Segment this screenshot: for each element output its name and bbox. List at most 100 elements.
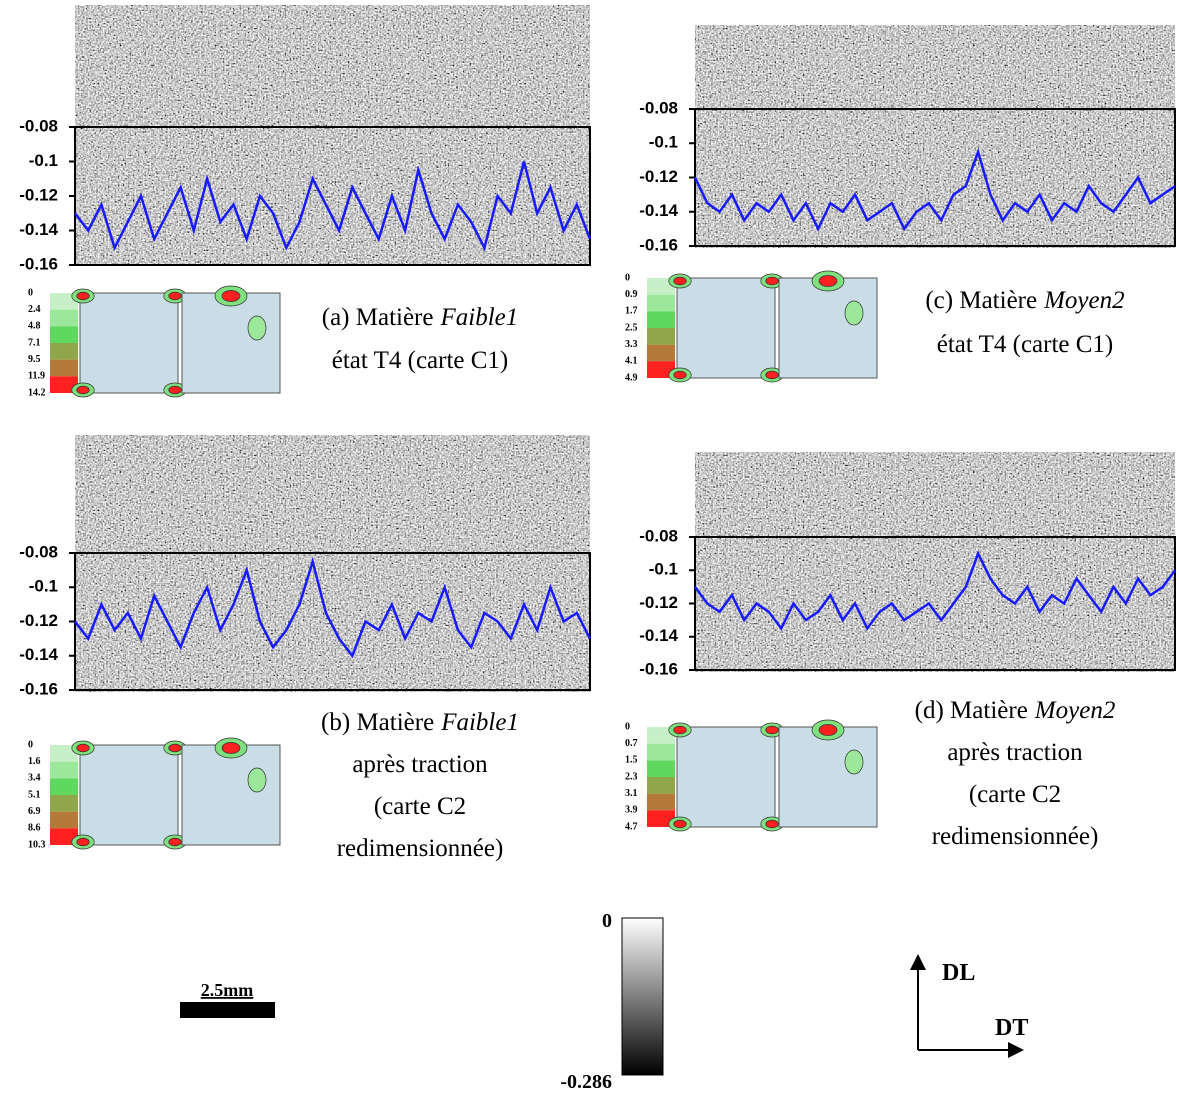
contour (765, 276, 779, 286)
legend-level: 0.9 (625, 289, 638, 300)
contour (673, 276, 687, 286)
colorbar (621, 917, 664, 1076)
legend-swatch (647, 810, 675, 827)
contour (818, 275, 838, 287)
legend-level: 8.6 (28, 823, 41, 834)
legend-swatch (50, 376, 78, 393)
legend-swatch (50, 811, 78, 829)
contour (247, 315, 267, 341)
legend-swatch (647, 361, 675, 378)
legend-level: 3.4 (28, 773, 41, 784)
legend-level: 4.7 (625, 821, 638, 832)
legend-level: 4.8 (28, 321, 41, 332)
colorbar-min: -0.286 (560, 1071, 612, 1093)
contour (765, 725, 779, 735)
legend-swatch (647, 311, 675, 328)
legend-swatch (50, 795, 78, 812)
legend-level: 14.2 (28, 387, 46, 398)
legend-swatch (50, 828, 78, 845)
legend-level: 2.5 (625, 322, 638, 333)
y-tick-label: -0.12 (639, 593, 678, 612)
legend-swatch (50, 293, 78, 310)
y-tick-label: -0.12 (639, 167, 678, 186)
legend-level: 9.5 (28, 354, 41, 365)
contour (765, 370, 779, 380)
pole-square (778, 277, 878, 379)
colorbar-max: 0 (602, 910, 612, 932)
legend-level: 2.3 (625, 771, 638, 782)
caption-line: après traction (352, 751, 488, 778)
profile-line (74, 557, 592, 659)
caption-line: redimensionnée) (932, 823, 1099, 850)
contour (765, 819, 779, 829)
legend-swatch (50, 761, 78, 779)
contour (168, 291, 182, 301)
y-tick-label: -0.16 (19, 679, 58, 698)
pole-square (181, 292, 281, 394)
axis-label: DT (995, 1015, 1028, 1041)
caption: (a) Matière Faible1 (322, 304, 519, 331)
contour (844, 300, 864, 326)
legend-swatch (50, 359, 78, 377)
contour (168, 743, 182, 753)
y-tick-label: -0.08 (19, 116, 58, 135)
legend-swatch (50, 778, 78, 795)
legend-level: 7.1 (28, 337, 41, 348)
legend-swatch (647, 760, 675, 777)
caption-material: Moyen2 (1043, 287, 1125, 314)
contour (247, 767, 267, 793)
y-tick-label: -0.16 (639, 235, 678, 254)
legend-level: 3.1 (625, 788, 638, 799)
y-tick-label: -0.16 (19, 254, 58, 273)
caption-material: Faible1 (440, 709, 519, 736)
caption-material: Faible1 (439, 304, 518, 331)
caption: (d) Matière Moyen2 (915, 697, 1116, 724)
contour (76, 291, 90, 301)
scale-bar (180, 1002, 275, 1018)
pole-square (778, 726, 878, 828)
contour (168, 385, 182, 395)
legend-level: 0.7 (625, 738, 638, 749)
legend-swatch (647, 344, 675, 362)
profile-line (74, 161, 592, 252)
legend-level: 1.7 (625, 306, 638, 317)
scale-label: 2.5mm (201, 980, 254, 1000)
legend-level: 4.1 (625, 356, 638, 367)
contour (168, 837, 182, 847)
pole-square (79, 744, 179, 846)
caption-line: (carte C2 (374, 793, 466, 820)
caption-prefix: (b) Matière (321, 709, 434, 736)
caption-line: après traction (947, 739, 1083, 766)
speckle-image (75, 5, 590, 265)
y-tick-label: -0.1 (649, 560, 678, 579)
legend-level: 0 (28, 287, 33, 298)
y-tick-label: -0.08 (19, 542, 58, 561)
contour (673, 370, 687, 380)
caption-material: Moyen2 (1034, 697, 1116, 724)
y-tick-label: -0.14 (639, 626, 678, 645)
legend-level: 0 (625, 272, 630, 283)
legend-swatch (647, 793, 675, 811)
contour (76, 385, 90, 395)
pole-square (79, 292, 179, 394)
contour (673, 725, 687, 735)
contour (844, 749, 864, 775)
y-tick-label: -0.12 (19, 611, 58, 630)
legend-level: 3.3 (625, 339, 638, 350)
y-tick-label: -0.14 (19, 220, 58, 239)
legend-swatch (647, 294, 675, 312)
legend-swatch (647, 777, 675, 794)
y-tick-label: -0.14 (639, 201, 678, 220)
contour (76, 743, 90, 753)
caption-line: état T4 (carte C1) (937, 331, 1114, 358)
caption-line: redimensionnée) (337, 835, 504, 862)
caption: (b) Matière Faible1 (321, 709, 519, 736)
legend-swatch (647, 328, 675, 345)
legend-level: 10.3 (28, 839, 46, 850)
legend-level: 0 (28, 739, 33, 750)
y-tick-label: -0.08 (639, 98, 678, 117)
caption-line: (carte C2 (969, 781, 1061, 808)
contour (818, 724, 838, 736)
y-tick-label: -0.1 (29, 151, 58, 170)
